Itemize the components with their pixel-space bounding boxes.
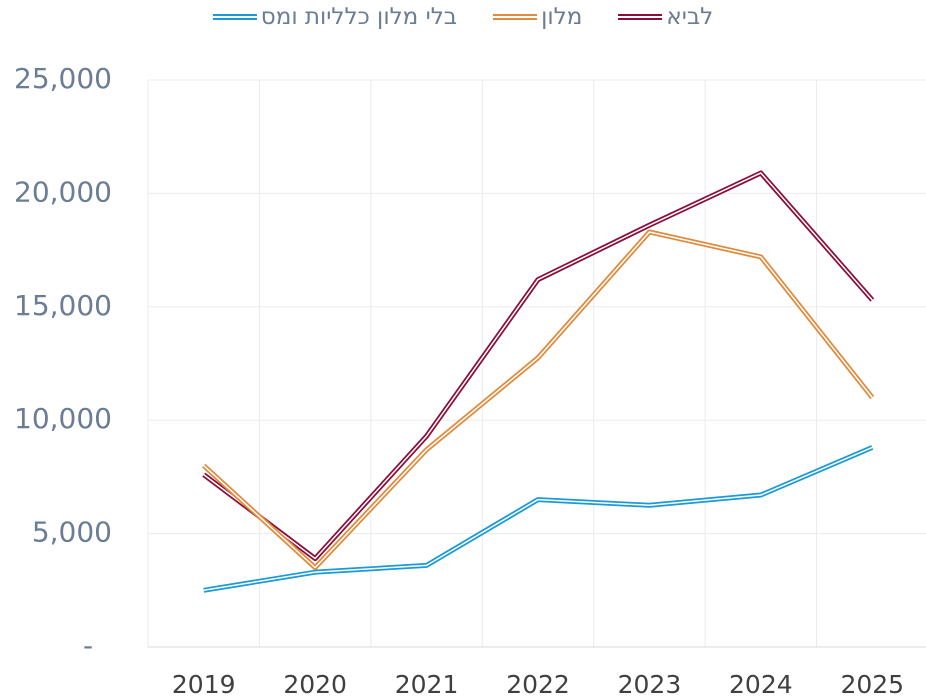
series-line-inner <box>203 446 873 592</box>
x-tick-label: 2023 <box>618 670 682 697</box>
series-line-inner <box>203 172 873 560</box>
legend-item: בלי מלון כלליות ומס <box>212 4 458 30</box>
legend-item: לביא <box>618 4 713 30</box>
series-line-inner <box>203 231 873 569</box>
y-tick-label: - <box>83 629 93 662</box>
y-tick-label: 15,000 <box>14 289 112 322</box>
legend-swatch <box>618 14 663 20</box>
legend-swatch <box>212 14 257 20</box>
legend-swatch <box>493 14 538 20</box>
y-tick-label: 10,000 <box>14 402 112 435</box>
x-tick-label: 2019 <box>172 670 236 697</box>
x-tick-label: 2025 <box>840 670 904 697</box>
legend: לביא מלון בלי מלון כלליות ומס <box>0 4 926 30</box>
y-tick-label: 25,000 <box>14 62 112 95</box>
x-tick-label: 2022 <box>506 670 570 697</box>
series-line <box>203 445 874 593</box>
legend-label: לביא <box>666 4 714 30</box>
legend-item: מלון <box>493 4 582 30</box>
x-tick-label: 2020 <box>283 670 347 697</box>
legend-label: מלון <box>541 4 583 30</box>
y-tick-label: 5,000 <box>32 516 112 549</box>
legend-label: בלי מלון כלליות ומס <box>260 4 458 30</box>
x-tick-label: 2021 <box>395 670 459 697</box>
x-tick-label: 2024 <box>729 670 793 697</box>
y-tick-label: 20,000 <box>14 175 112 208</box>
